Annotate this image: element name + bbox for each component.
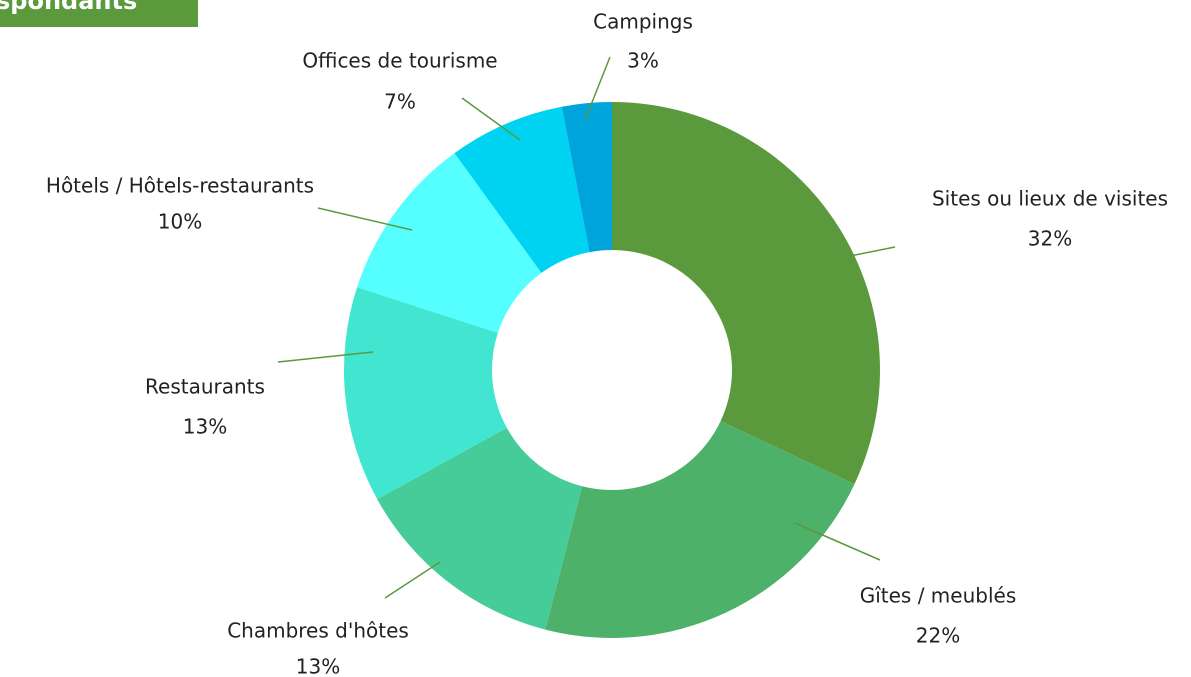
header-title: spondants bbox=[0, 0, 137, 15]
slice-label: Restaurants bbox=[145, 375, 265, 399]
wedge bbox=[454, 106, 590, 273]
wedge bbox=[343, 287, 507, 500]
wedge bbox=[377, 427, 583, 630]
slice-label: Offices de tourisme bbox=[302, 49, 497, 73]
slice-value: 13% bbox=[183, 415, 227, 439]
header-box bbox=[0, 0, 198, 27]
wedge bbox=[561, 102, 612, 253]
slice-label: Sites ou lieux de visites bbox=[932, 187, 1168, 211]
leader-line bbox=[839, 246, 896, 259]
slice-value: 32% bbox=[1028, 227, 1072, 251]
slice-label: Campings bbox=[593, 10, 693, 34]
slice-value: 10% bbox=[158, 210, 202, 234]
slice-value: 3% bbox=[627, 49, 659, 73]
leader-line bbox=[384, 561, 441, 599]
wedge bbox=[357, 153, 542, 333]
leader-line bbox=[277, 351, 374, 363]
leader-line bbox=[584, 56, 611, 121]
slice-value: 22% bbox=[916, 624, 960, 648]
slice-label: Gîtes / meublés bbox=[860, 584, 1017, 608]
leader-line bbox=[794, 522, 881, 561]
slice-label: Hôtels / Hôtels-restaurants bbox=[46, 174, 314, 198]
slice-value: 7% bbox=[384, 90, 416, 114]
wedge bbox=[545, 421, 855, 638]
wedge bbox=[612, 102, 880, 485]
slice-value: 13% bbox=[296, 655, 340, 677]
leader-line bbox=[317, 207, 413, 231]
slice-label: Chambres d'hôtes bbox=[227, 619, 409, 643]
leader-line bbox=[461, 97, 521, 141]
